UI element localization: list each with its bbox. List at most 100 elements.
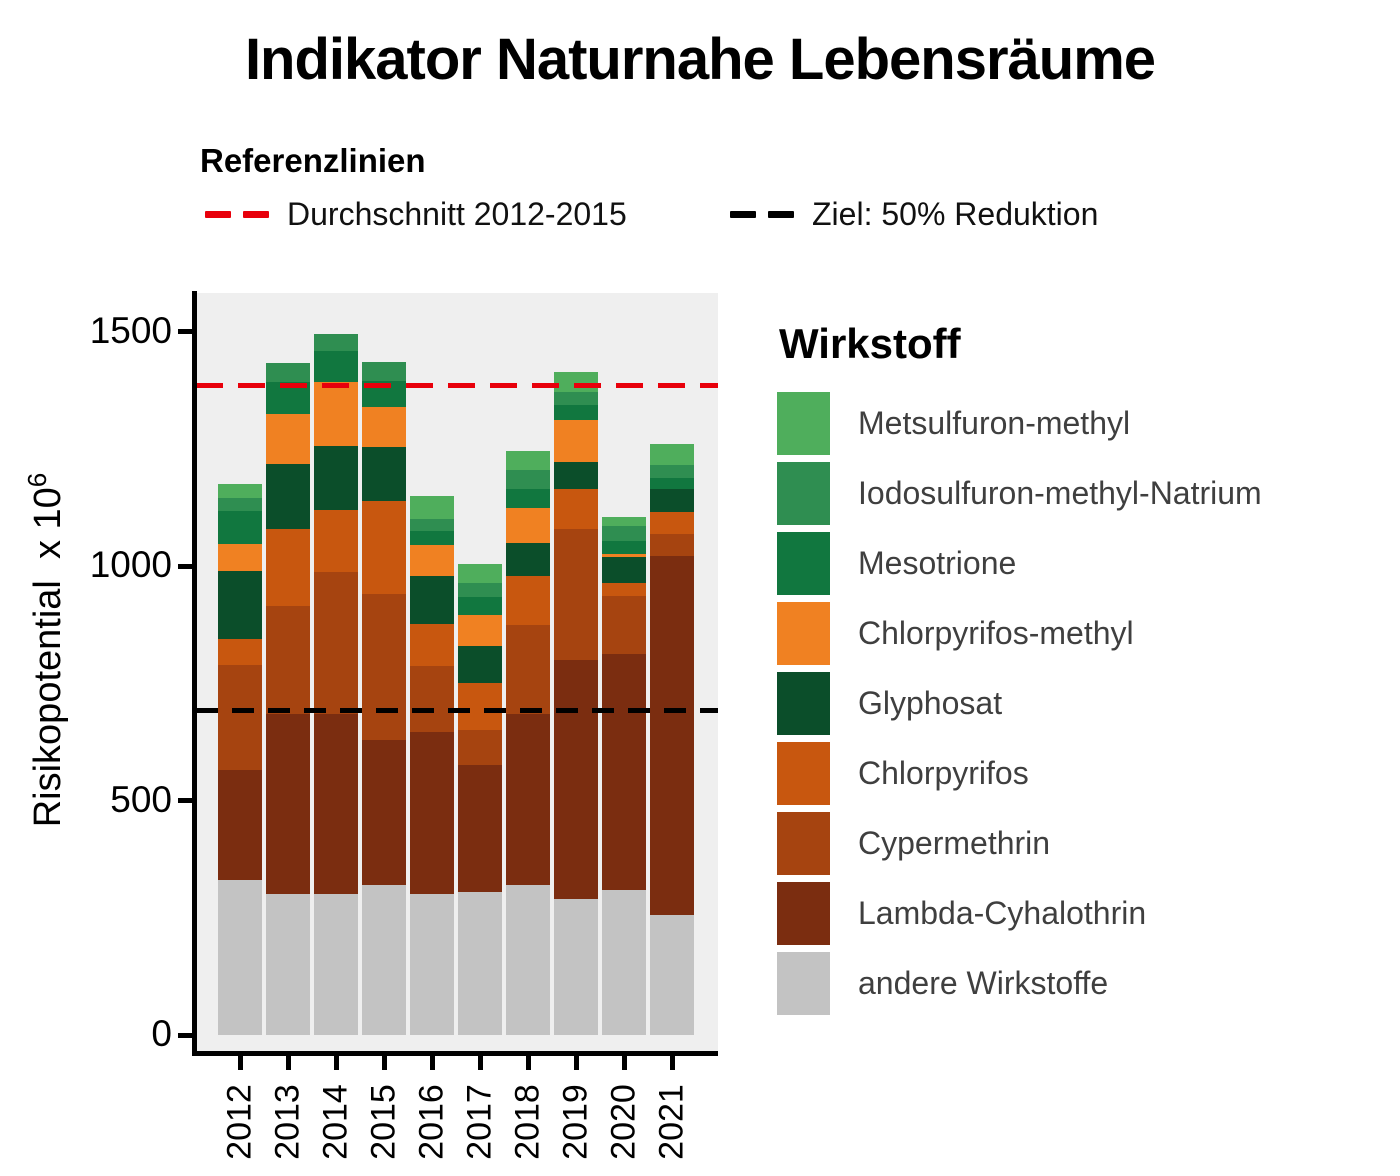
legend-swatch	[777, 602, 830, 665]
y-axis-line	[192, 291, 197, 1056]
bar-segment-2013-chlorpyrifos-methyl	[266, 413, 310, 464]
legend-item-label: Chlorpyrifos	[858, 755, 1029, 791]
legend-item-label: Metsulfuron-methyl	[858, 405, 1131, 441]
bar-segment-2020-metsulfuron-methyl	[602, 516, 646, 527]
bar-segment-2017-chlorpyrifos	[458, 683, 502, 731]
bar-segment-2012-iodosulfuron-methyl-natrium	[218, 498, 262, 512]
y-tick-mark	[178, 1032, 192, 1038]
legend-item-metsulfuron-methyl: Metsulfuron-methyl	[777, 392, 1130, 455]
bar-segment-2012-cypermethrin	[218, 664, 262, 771]
bar-segment-2015-iodosulfuron-methyl-natrium	[362, 362, 406, 382]
bar-segment-2015-chlorpyrifos	[362, 500, 406, 595]
dash-icon	[768, 210, 794, 218]
bar-segment-2017-metsulfuron-methyl	[458, 563, 502, 583]
bar-segment-2014-chlorpyrifos	[314, 510, 358, 573]
legend-swatch	[777, 462, 830, 525]
legend-swatch	[777, 882, 830, 945]
bar-segment-2021-glyphosat	[650, 489, 694, 512]
bar-segment-2017-mesotrione	[458, 596, 502, 616]
bar-segment-2018-chlorpyrifos	[506, 575, 550, 625]
bar-segment-2021-metsulfuron-methyl	[650, 444, 694, 465]
reference-legend-item-average: Durchschnitt 2012-2015	[205, 194, 627, 234]
black-dashed-line-swatch	[730, 210, 794, 218]
y-tick-mark	[178, 563, 192, 569]
x-tick-mark	[573, 1056, 579, 1070]
legend-item-label: Iodosulfuron-methyl-Natrium	[858, 475, 1262, 511]
bar-segment-2020-andere-wirkstoffe	[602, 889, 646, 1035]
legend-swatch	[777, 392, 830, 455]
bar-segment-2020-mesotrione	[602, 540, 646, 554]
legend-item-label: Mesotrione	[858, 545, 1017, 581]
x-tick-label-2016: 2016	[412, 1084, 451, 1160]
legend-item-label: Chlorpyrifos-methyl	[858, 615, 1134, 651]
bar-segment-2019-chlorpyrifos-methyl	[554, 419, 598, 463]
bar-segment-2012-lambda-cyhalothrin	[218, 770, 262, 881]
bar-segment-2021-iodosulfuron-methyl-natrium	[650, 464, 694, 479]
bar-segment-2019-andere-wirkstoffe	[554, 899, 598, 1035]
x-tick-label-2017: 2017	[460, 1084, 499, 1160]
reference-line-average	[196, 383, 718, 389]
bar-segment-2019-mesotrione	[554, 405, 598, 420]
x-tick-label-2018: 2018	[508, 1084, 547, 1160]
bar-segment-2018-mesotrione	[506, 488, 550, 508]
bar-segment-2019-glyphosat	[554, 462, 598, 490]
bar-segment-2016-mesotrione	[410, 531, 454, 545]
x-tick-label-2015: 2015	[364, 1084, 403, 1160]
bar-segment-2018-cypermethrin	[506, 624, 550, 714]
bar-segment-2014-iodosulfuron-methyl-natrium	[314, 334, 358, 351]
y-tick-label: 1000	[89, 544, 172, 586]
bar-segment-2020-lambda-cyhalothrin	[602, 653, 646, 890]
y-tick-label: 1500	[89, 309, 172, 351]
bar-segment-2013-lambda-cyhalothrin	[266, 713, 310, 895]
bar-segment-2016-lambda-cyhalothrin	[410, 731, 454, 895]
bar-segment-2012-chlorpyrifos-methyl	[218, 544, 262, 571]
bar-segment-2020-chlorpyrifos	[602, 582, 646, 596]
bar-segment-2012-andere-wirkstoffe	[218, 880, 262, 1035]
x-tick-mark	[285, 1056, 291, 1070]
legend-item-chlorpyrifos-methyl: Chlorpyrifos-methyl	[777, 602, 1134, 665]
bar-segment-2020-cypermethrin	[602, 595, 646, 654]
y-tick-label: 0	[151, 1013, 172, 1054]
bar-segment-2014-cypermethrin	[314, 572, 358, 714]
bar-segment-2013-cypermethrin	[266, 606, 310, 714]
bar-segment-2016-chlorpyrifos	[410, 623, 454, 666]
bar-segment-2021-chlorpyrifos	[650, 511, 694, 534]
bar-segment-2014-mesotrione	[314, 350, 358, 382]
bar-segment-2017-andere-wirkstoffe	[458, 892, 502, 1035]
bar-segment-2015-lambda-cyhalothrin	[362, 739, 406, 885]
bar-segment-2012-chlorpyrifos	[218, 638, 262, 665]
bar-segment-2016-cypermethrin	[410, 665, 454, 732]
bar-segment-2016-chlorpyrifos-methyl	[410, 544, 454, 576]
bar-segment-2012-mesotrione	[218, 511, 262, 545]
bar-segment-2018-glyphosat	[506, 542, 550, 576]
x-tick-mark	[333, 1056, 339, 1070]
reference-legend-label: Durchschnitt 2012-2015	[287, 195, 627, 232]
bar-segment-2016-glyphosat	[410, 575, 454, 624]
bar-segment-2021-mesotrione	[650, 478, 694, 490]
x-tick-mark	[525, 1056, 531, 1070]
bar-segment-2018-lambda-cyhalothrin	[506, 713, 550, 885]
legend-item-iodosulfuron-methyl-natrium: Iodosulfuron-methyl-Natrium	[777, 462, 1262, 525]
bar-segment-2015-cypermethrin	[362, 594, 406, 740]
reference-lines-legend-title: Referenzlinien	[200, 142, 426, 179]
x-tick-mark	[381, 1056, 387, 1070]
y-axis-title-text: Risikopotential x 10	[26, 487, 69, 828]
bar-segment-2018-metsulfuron-methyl	[506, 451, 550, 471]
y-axis-title: Risikopotential x 106	[22, 473, 70, 828]
bar-segment-2019-lambda-cyhalothrin	[554, 659, 598, 900]
bar-segment-2016-andere-wirkstoffe	[410, 894, 454, 1035]
bar-segment-2015-glyphosat	[362, 447, 406, 501]
x-tick-label-2012: 2012	[220, 1084, 259, 1160]
legend-item-label: Glyphosat	[858, 685, 1003, 721]
bar-segment-2021-cypermethrin	[650, 533, 694, 557]
x-tick-mark	[669, 1056, 675, 1070]
dash-icon	[730, 210, 756, 218]
bar-segment-2021-andere-wirkstoffe	[650, 915, 694, 1035]
bar-segment-2018-andere-wirkstoffe	[506, 884, 550, 1035]
x-tick-label-2020: 2020	[604, 1084, 643, 1160]
bar-segment-2014-lambda-cyhalothrin	[314, 713, 358, 895]
bar-segment-2013-iodosulfuron-methyl-natrium	[266, 363, 310, 382]
y-tick-mark	[178, 798, 192, 804]
dash-icon	[205, 210, 231, 218]
